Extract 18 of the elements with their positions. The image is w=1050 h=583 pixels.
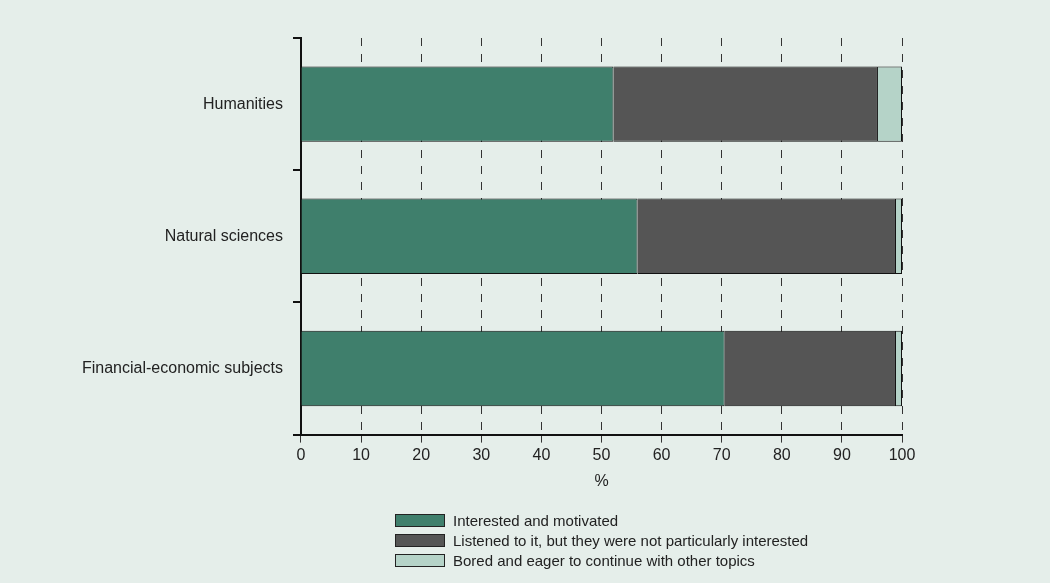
x-tick-label: 90 [833, 445, 851, 463]
x-tick-label: 10 [352, 445, 371, 463]
x-tick-label: 40 [532, 445, 551, 463]
y-tick-label: Financial-economic subjects [81, 358, 283, 376]
x-tick-label: 20 [412, 445, 431, 463]
x-axis-title: % [594, 471, 609, 489]
x-tick-label: 60 [652, 445, 671, 463]
y-tick-label: Humanities [202, 94, 283, 112]
x-tick-label: 30 [472, 445, 491, 463]
legend-label: Listened to it, but they were not particularly interested [453, 531, 809, 549]
x-tick-label: 100 [888, 445, 916, 463]
x-tick-label: 70 [712, 445, 731, 463]
legend-label: Interested and motivated [453, 511, 619, 529]
legend-label: Bored and eager to continue with other topics [453, 551, 755, 569]
x-tick-label: 80 [772, 445, 791, 463]
y-tick-label: Natural sciences [164, 226, 283, 244]
x-tick-label: 50 [592, 445, 611, 463]
x-tick-label: 0 [296, 445, 306, 463]
